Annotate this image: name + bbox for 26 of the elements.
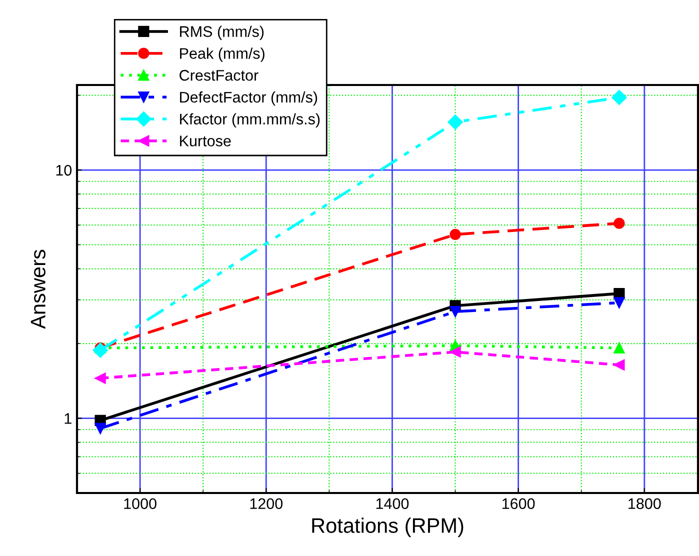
point <box>448 114 463 130</box>
x-axis-title: Rotations (RPM) <box>312 518 464 538</box>
x-tick-label: 1200 <box>250 498 283 510</box>
x-tick-label: 1800 <box>628 498 661 510</box>
x-tick-label: 1000 <box>124 498 156 510</box>
point <box>612 90 627 106</box>
x-tick-label: 1600 <box>502 498 535 510</box>
y-axis-title: Answers <box>30 250 46 329</box>
point <box>450 346 461 358</box>
point <box>614 359 625 370</box>
point <box>614 297 625 308</box>
y-tick-label: 10 <box>56 164 72 176</box>
point <box>614 218 625 229</box>
point <box>450 228 461 240</box>
x-tick-label: 1400 <box>376 498 409 510</box>
point <box>614 342 625 354</box>
legend-label: DefectFactor (mm/s) <box>180 91 318 106</box>
point <box>94 422 106 434</box>
legend-label: Kurtose <box>180 136 231 146</box>
y-tick-label: 1 <box>64 413 72 424</box>
legend-label: Peak (mm/s) <box>180 48 264 62</box>
legend-label: CrestFactor <box>180 70 258 81</box>
legend-label: RMS (mm/s) <box>180 26 264 40</box>
legend-label: Kfactor (mm.mm/s.s) <box>180 113 320 128</box>
point <box>450 306 461 318</box>
point <box>94 372 106 384</box>
